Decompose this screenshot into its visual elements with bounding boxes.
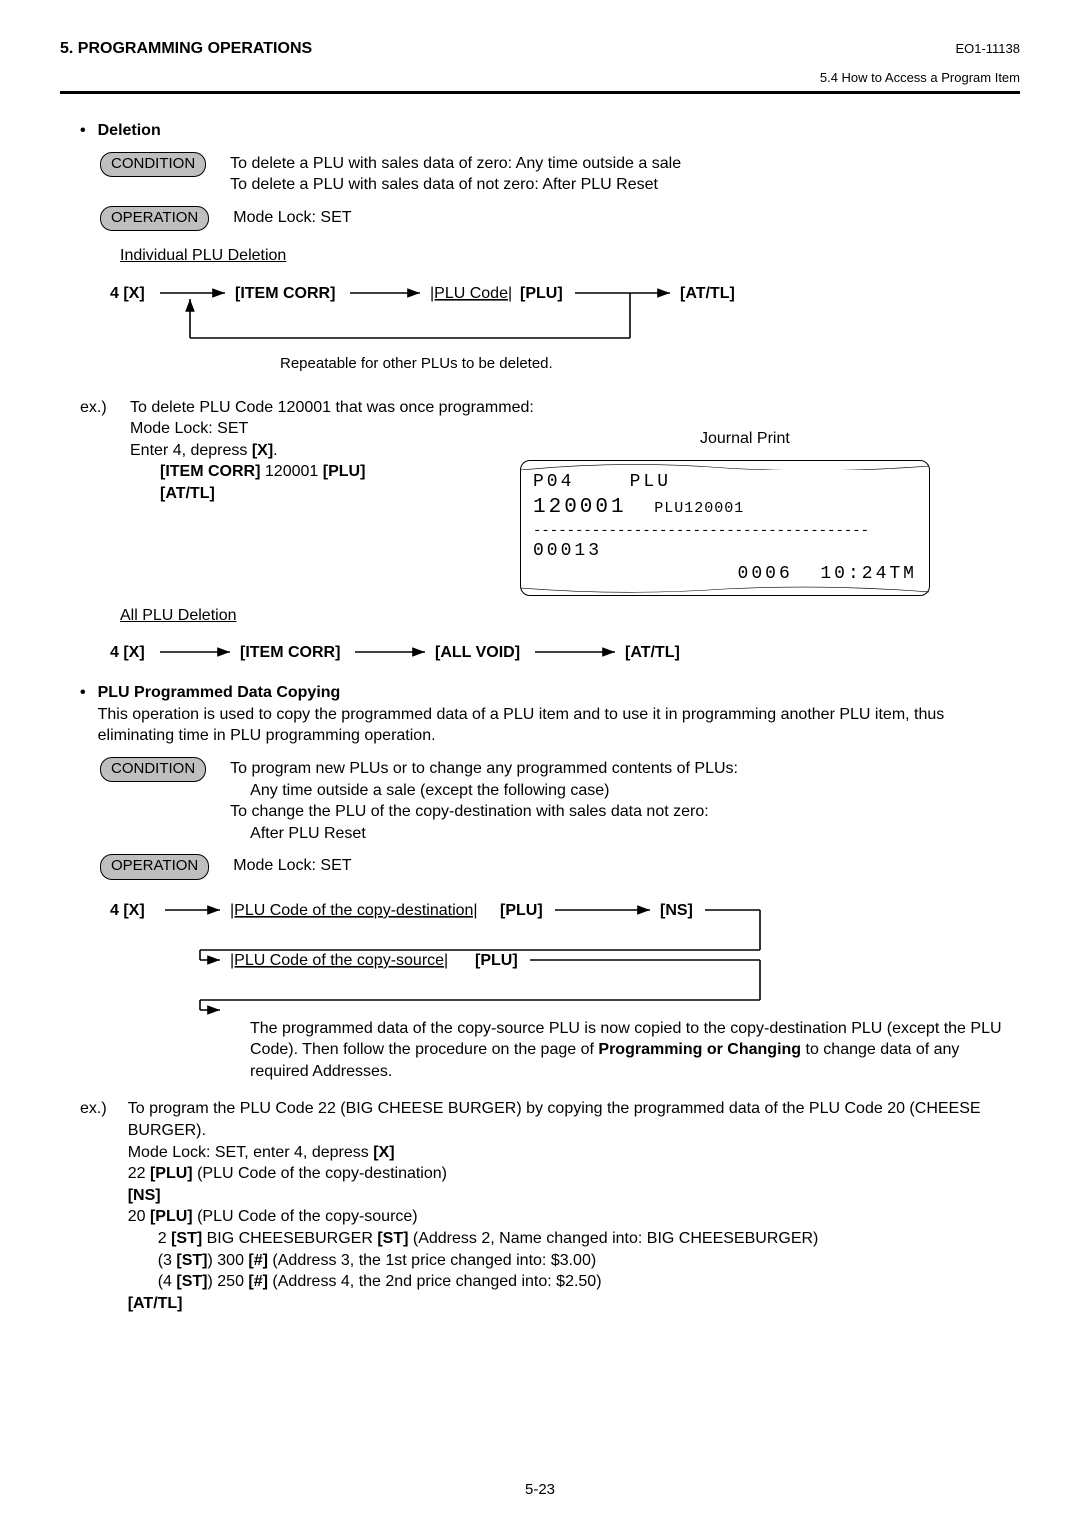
all-plu-title: All PLU Deletion: [120, 605, 1010, 627]
r-l4b: 10:24TM: [820, 564, 917, 584]
flow3-4x: 4 [X]: [110, 902, 145, 919]
copying-block: PLU Programmed Data Copying This operati…: [98, 682, 1010, 747]
operation-row2: OPERATION Mode Lock: SET: [100, 854, 1010, 879]
ex2-l4: [NS]: [128, 1185, 1010, 1207]
ex2-body: To program the PLU Code 22 (BIG CHEESE B…: [128, 1098, 1010, 1314]
flow2-itemcorr: [ITEM CORR]: [240, 644, 340, 661]
flow3-plu2: [PLU]: [475, 952, 518, 969]
hr-divider: [60, 91, 1020, 94]
r-l2a: 120001: [533, 496, 627, 519]
condition-text2: To program new PLUs or to change any pro…: [230, 757, 738, 844]
flow1-itemcorr: [ITEM CORR]: [235, 285, 335, 302]
r-l2b: PLU120001: [654, 500, 744, 517]
flow1-diagram: 4 [X] [ITEM CORR] |PLU Code| [PLU] [AT/T…: [80, 273, 980, 393]
header-row: 5. PROGRAMMING OPERATIONS EO1-11138: [60, 40, 1020, 58]
flow3-dest: |PLU Code of the copy-destination|: [230, 902, 478, 919]
ex2-l3: 22 [PLU] (PLU Code of the copy-destinati…: [128, 1163, 1010, 1185]
deletion-heading: • Deletion: [80, 120, 1010, 142]
ex2-l9: [AT/TL]: [128, 1293, 1010, 1315]
ex2-l1: To program the PLU Code 22 (BIG CHEESE B…: [128, 1098, 1010, 1141]
ex1-l4b: 120001: [265, 463, 323, 480]
flow1-plucode: |PLU Code|: [430, 285, 512, 302]
example2: ex.) To program the PLU Code 22 (BIG CHE…: [80, 1098, 1010, 1314]
ex2-l2: Mode Lock: SET, enter 4, depress [X]: [128, 1142, 1010, 1164]
copying-heading: • PLU Programmed Data Copying This opera…: [80, 682, 1010, 747]
c2-l2: Any time outside a sale (except the foll…: [250, 780, 738, 802]
condition-row: CONDITION To delete a PLU with sales dat…: [100, 152, 1010, 196]
r-l1a: P04: [533, 472, 574, 492]
r-l4a: 0006: [738, 564, 793, 584]
flow1-attl: [AT/TL]: [680, 285, 735, 302]
flow2-attl: [AT/TL]: [625, 644, 680, 661]
receipt-l2: 120001 PLU120001: [533, 494, 917, 521]
doc-number: EO1-11138: [955, 41, 1020, 56]
subhead: 5.4 How to Access a Program Item: [60, 70, 1020, 85]
deletion-title: Deletion: [98, 120, 161, 142]
bullet-icon2: •: [80, 682, 86, 747]
section-title: 5. PROGRAMMING OPERATIONS: [60, 40, 312, 58]
ex1-body: To delete PLU Code 120001 that was once …: [130, 397, 534, 505]
copying-desc: This operation is used to copy the progr…: [98, 704, 1010, 747]
flow2-4x: 4 [X]: [110, 644, 145, 661]
operation-text2: Mode Lock: SET: [233, 854, 351, 877]
cond-line2: To delete a PLU with sales data of not z…: [230, 174, 681, 196]
ex1-l3: Enter 4, depress [X].: [130, 440, 534, 462]
condition-row2: CONDITION To program new PLUs or to chan…: [100, 757, 1010, 844]
individual-plu-title: Individual PLU Deletion: [120, 245, 1010, 267]
ex1-l5: [AT/TL]: [160, 483, 534, 505]
flow3-ns: [NS]: [660, 902, 693, 919]
ex1-l4c: [PLU]: [323, 463, 366, 480]
c2-l3: To change the PLU of the copy-destinatio…: [230, 801, 738, 823]
page: 5. PROGRAMMING OPERATIONS EO1-11138 5.4 …: [0, 0, 1080, 1528]
ex2-l8: (4 [ST]) 250 [#] (Address 4, the 2nd pri…: [158, 1271, 1010, 1293]
ex2-l7: (3 [ST]) 300 [#] (Address 3, the 1st pri…: [158, 1250, 1010, 1272]
ex2-l6: 2 [ST] BIG CHEESEBURGER [ST] (Address 2,…: [158, 1228, 1010, 1250]
ex1-l4a: [ITEM CORR]: [160, 463, 260, 480]
journal-title: Journal Print: [700, 428, 790, 450]
condition-pill: CONDITION: [100, 152, 206, 177]
flow1-plu: [PLU]: [520, 285, 563, 302]
note-b: Programming or Changing: [598, 1041, 801, 1058]
flow2-diagram: 4 [X] [ITEM CORR] [ALL VOID] [AT/TL]: [80, 632, 980, 672]
bullet-icon: •: [80, 120, 86, 142]
receipt-l4: 0006 10:24TM: [533, 563, 917, 586]
receipt-dash: ----------------------------------------: [533, 522, 917, 540]
copying-title: PLU Programmed Data Copying: [98, 682, 1010, 704]
page-number: 5-23: [0, 1481, 1080, 1498]
receipt: P04 PLU 120001 PLU120001 ---------------…: [520, 460, 930, 596]
ex1-l1: To delete PLU Code 120001 that was once …: [130, 397, 534, 419]
ex1-l2: Mode Lock: SET: [130, 418, 534, 440]
content: • Deletion CONDITION To delete a PLU wit…: [60, 120, 1020, 1314]
cond-line1: To delete a PLU with sales data of zero:…: [230, 153, 681, 175]
flow2-allvoid: [ALL VOID]: [435, 644, 520, 661]
operation-row: OPERATION Mode Lock: SET: [100, 206, 1010, 231]
condition-pill2: CONDITION: [100, 757, 206, 782]
receipt-l3: 00013: [533, 540, 917, 563]
flow1-repeat: Repeatable for other PLUs to be deleted.: [280, 355, 553, 372]
operation-pill: OPERATION: [100, 206, 209, 231]
condition-text: To delete a PLU with sales data of zero:…: [230, 152, 681, 196]
receipt-tear-top: [521, 460, 929, 470]
ex1-lead: ex.): [80, 397, 120, 505]
ex2-l5: 20 [PLU] (PLU Code of the copy-source): [128, 1206, 1010, 1228]
receipt-l1: P04 PLU: [533, 471, 917, 494]
flow3-src: |PLU Code of the copy-source|: [230, 952, 448, 969]
ex1-l4: [ITEM CORR] 120001 [PLU]: [160, 461, 534, 483]
r-l1b: PLU: [630, 472, 671, 492]
c2-l1: To program new PLUs or to change any pro…: [230, 758, 738, 780]
operation-text: Mode Lock: SET: [233, 206, 351, 229]
ex2-lead: ex.): [80, 1098, 118, 1314]
flow1-4x: 4 [X]: [110, 285, 145, 302]
flow3-note: The programmed data of the copy-source P…: [250, 1018, 1010, 1083]
c2-l4: After PLU Reset: [250, 823, 738, 845]
receipt-tear-bot: [521, 586, 929, 596]
flow3-plu1: [PLU]: [500, 902, 543, 919]
operation-pill2: OPERATION: [100, 854, 209, 879]
